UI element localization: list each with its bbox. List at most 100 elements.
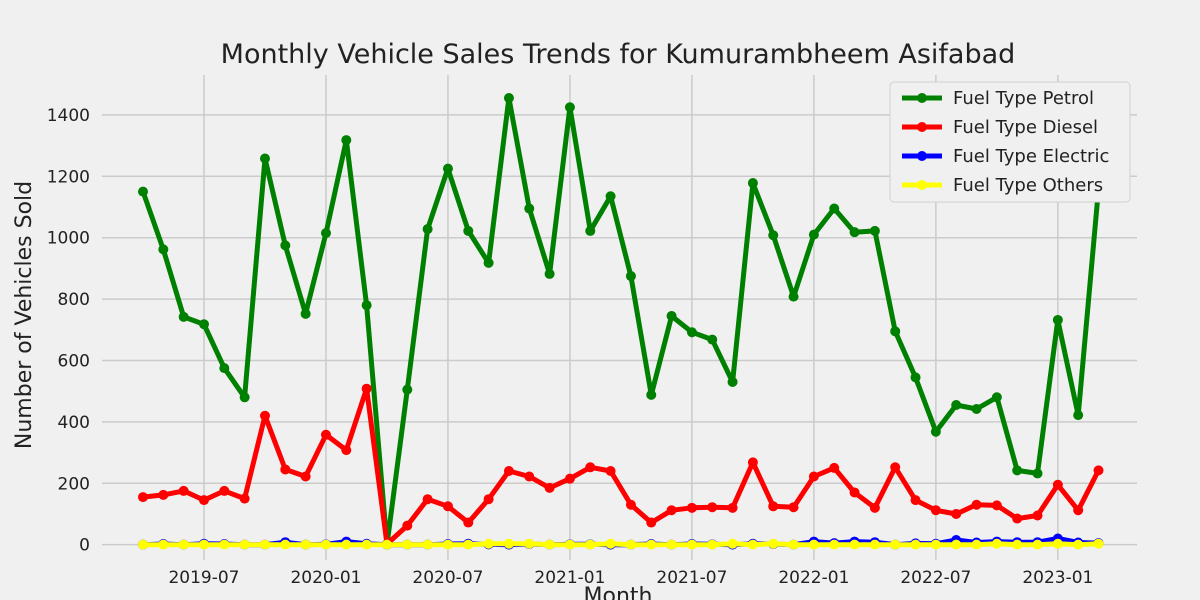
data-point: [381, 539, 392, 550]
data-point: [341, 135, 352, 146]
data-point: [341, 445, 352, 456]
data-point: [483, 494, 494, 505]
data-point: [808, 229, 819, 240]
x-tick-label: 2019-07: [168, 568, 239, 588]
data-point: [788, 539, 799, 550]
data-point: [890, 326, 901, 337]
data-point: [463, 517, 474, 528]
data-point: [239, 493, 250, 504]
x-tick-label: 2020-07: [412, 568, 483, 588]
data-point: [361, 539, 372, 550]
data-point: [829, 539, 840, 550]
y-axis-ticks: 0 200 400 600 800 1000 1200 1400: [47, 106, 90, 556]
data-point: [1073, 505, 1084, 516]
data-point: [463, 539, 474, 550]
data-point: [524, 471, 535, 482]
data-point: [707, 334, 718, 345]
x-tick-label: 2021-01: [534, 568, 605, 588]
legend-label: Fuel Type Electric: [953, 146, 1109, 167]
data-point: [625, 539, 636, 550]
legend-swatch-marker: [917, 93, 927, 103]
data-point: [971, 403, 982, 414]
data-point: [605, 191, 616, 202]
data-point: [991, 538, 1002, 549]
data-point: [503, 93, 514, 104]
chart-title: Monthly Vehicle Sales Trends for Kumuram…: [221, 39, 1016, 70]
data-point: [788, 291, 799, 302]
data-point: [646, 389, 657, 400]
data-point: [1032, 510, 1043, 521]
data-point: [158, 539, 169, 550]
y-tick-label: 800: [58, 290, 90, 310]
data-point: [564, 102, 575, 113]
data-point: [483, 538, 494, 549]
legend-label: Fuel Type Diesel: [953, 117, 1098, 138]
x-tick-label: 2023-01: [1022, 568, 1093, 588]
data-point: [259, 410, 270, 421]
legend-item: Fuel Type Others: [902, 175, 1103, 196]
data-point: [544, 268, 555, 279]
data-point: [625, 499, 636, 510]
data-point: [951, 399, 962, 410]
series-fuel-type-others: [138, 538, 1104, 550]
data-point: [138, 186, 148, 197]
data-point: [564, 539, 575, 550]
data-point: [951, 539, 962, 550]
data-point: [808, 471, 819, 482]
legend-swatch-marker: [917, 180, 927, 190]
x-tick-label: 2020-01: [290, 568, 361, 588]
legend-label: Fuel Type Petrol: [953, 88, 1094, 109]
data-point: [259, 153, 270, 164]
data-point: [1032, 468, 1043, 479]
data-point: [666, 310, 677, 321]
data-point: [727, 538, 738, 549]
data-point: [1052, 314, 1063, 325]
x-tick-label: 2022-01: [778, 568, 849, 588]
data-point: [1012, 465, 1023, 476]
data-point: [564, 473, 575, 484]
data-point: [1012, 539, 1023, 550]
data-point: [646, 539, 657, 550]
data-point: [361, 383, 372, 394]
legend-item: Fuel Type Diesel: [902, 117, 1098, 138]
data-point: [768, 230, 779, 241]
y-tick-label: 1400: [47, 106, 90, 126]
data-point: [971, 499, 982, 510]
data-point: [585, 462, 596, 473]
data-point: [402, 384, 413, 395]
data-point: [198, 319, 209, 330]
data-point: [747, 539, 758, 550]
data-point: [930, 426, 941, 437]
data-point: [585, 225, 596, 236]
legend-item: Fuel Type Electric: [902, 146, 1109, 167]
data-point: [280, 240, 291, 251]
data-point: [219, 539, 230, 550]
data-point: [707, 539, 718, 550]
x-tick-label: 2021-07: [656, 568, 727, 588]
legend-swatch-marker: [917, 122, 927, 132]
data-point: [585, 539, 596, 550]
legend: Fuel Type Petrol Fuel Type Diesel Fuel Typ…: [889, 81, 1131, 203]
data-point: [280, 539, 291, 550]
data-point: [1012, 513, 1023, 524]
data-point: [707, 502, 718, 513]
y-tick-label: 400: [58, 413, 90, 433]
data-point: [219, 363, 230, 374]
data-point: [544, 482, 555, 493]
data-point: [524, 538, 535, 549]
data-point: [1093, 538, 1104, 549]
data-point: [1052, 538, 1063, 549]
data-point: [300, 539, 311, 550]
data-point: [869, 539, 880, 550]
data-point: [829, 203, 840, 214]
data-point: [605, 465, 616, 476]
data-point: [503, 538, 514, 549]
data-point: [320, 539, 331, 550]
data-point: [1073, 410, 1084, 421]
y-tick-label: 600: [58, 351, 90, 371]
data-point: [320, 429, 331, 440]
data-point: [300, 471, 311, 482]
data-point: [890, 462, 901, 473]
legend-box: [889, 81, 1131, 203]
